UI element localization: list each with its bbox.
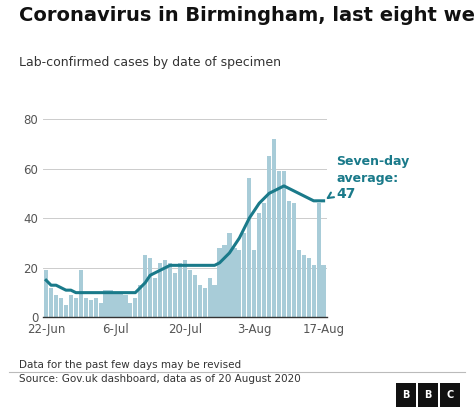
- Bar: [128, 302, 132, 317]
- Bar: [49, 288, 53, 317]
- Bar: [287, 201, 291, 317]
- Bar: [208, 278, 212, 317]
- Bar: [212, 285, 217, 317]
- Bar: [44, 270, 48, 317]
- Bar: [109, 290, 113, 317]
- Bar: [247, 179, 251, 317]
- Bar: [79, 270, 83, 317]
- Text: C: C: [447, 390, 454, 400]
- Bar: [252, 250, 256, 317]
- Bar: [228, 233, 232, 317]
- Bar: [143, 256, 147, 317]
- Bar: [282, 171, 286, 317]
- Bar: [173, 273, 177, 317]
- Bar: [232, 248, 237, 317]
- Bar: [183, 260, 187, 317]
- Bar: [192, 275, 197, 317]
- Bar: [93, 298, 98, 317]
- Bar: [307, 258, 311, 317]
- Bar: [133, 298, 137, 317]
- Bar: [69, 295, 73, 317]
- Text: 47: 47: [337, 186, 356, 201]
- Bar: [64, 305, 68, 317]
- Bar: [297, 250, 301, 317]
- Bar: [89, 300, 93, 317]
- Bar: [113, 293, 118, 317]
- Bar: [83, 298, 88, 317]
- Bar: [277, 171, 281, 317]
- Bar: [188, 270, 192, 317]
- Bar: [237, 250, 241, 317]
- Bar: [242, 233, 246, 317]
- Bar: [198, 285, 202, 317]
- Bar: [74, 298, 78, 317]
- Bar: [148, 258, 152, 317]
- Bar: [317, 204, 321, 317]
- Bar: [103, 290, 108, 317]
- Bar: [202, 288, 207, 317]
- Text: Lab-confirmed cases by date of specimen: Lab-confirmed cases by date of specimen: [19, 56, 281, 69]
- Text: Data for the past few days may be revised: Data for the past few days may be revise…: [19, 360, 241, 370]
- Bar: [59, 298, 63, 317]
- Bar: [292, 204, 296, 317]
- Text: Seven-day
average:: Seven-day average:: [337, 155, 410, 184]
- Text: Source: Gov.uk dashboard, data as of 20 August 2020: Source: Gov.uk dashboard, data as of 20 …: [19, 374, 301, 385]
- Bar: [267, 156, 271, 317]
- Bar: [168, 263, 172, 317]
- Bar: [257, 213, 261, 317]
- Bar: [54, 295, 58, 317]
- Bar: [218, 248, 222, 317]
- Bar: [99, 302, 103, 317]
- Bar: [222, 245, 227, 317]
- Bar: [138, 285, 142, 317]
- Bar: [321, 265, 326, 317]
- Bar: [301, 256, 306, 317]
- Bar: [311, 265, 316, 317]
- Bar: [153, 278, 157, 317]
- Bar: [262, 204, 266, 317]
- Bar: [178, 263, 182, 317]
- Text: Coronavirus in Birmingham, last eight weeks: Coronavirus in Birmingham, last eight we…: [19, 6, 474, 25]
- Bar: [158, 263, 162, 317]
- Bar: [118, 293, 123, 317]
- Bar: [272, 139, 276, 317]
- Bar: [123, 295, 128, 317]
- Text: B: B: [402, 390, 410, 400]
- Bar: [163, 260, 167, 317]
- Text: B: B: [424, 390, 432, 400]
